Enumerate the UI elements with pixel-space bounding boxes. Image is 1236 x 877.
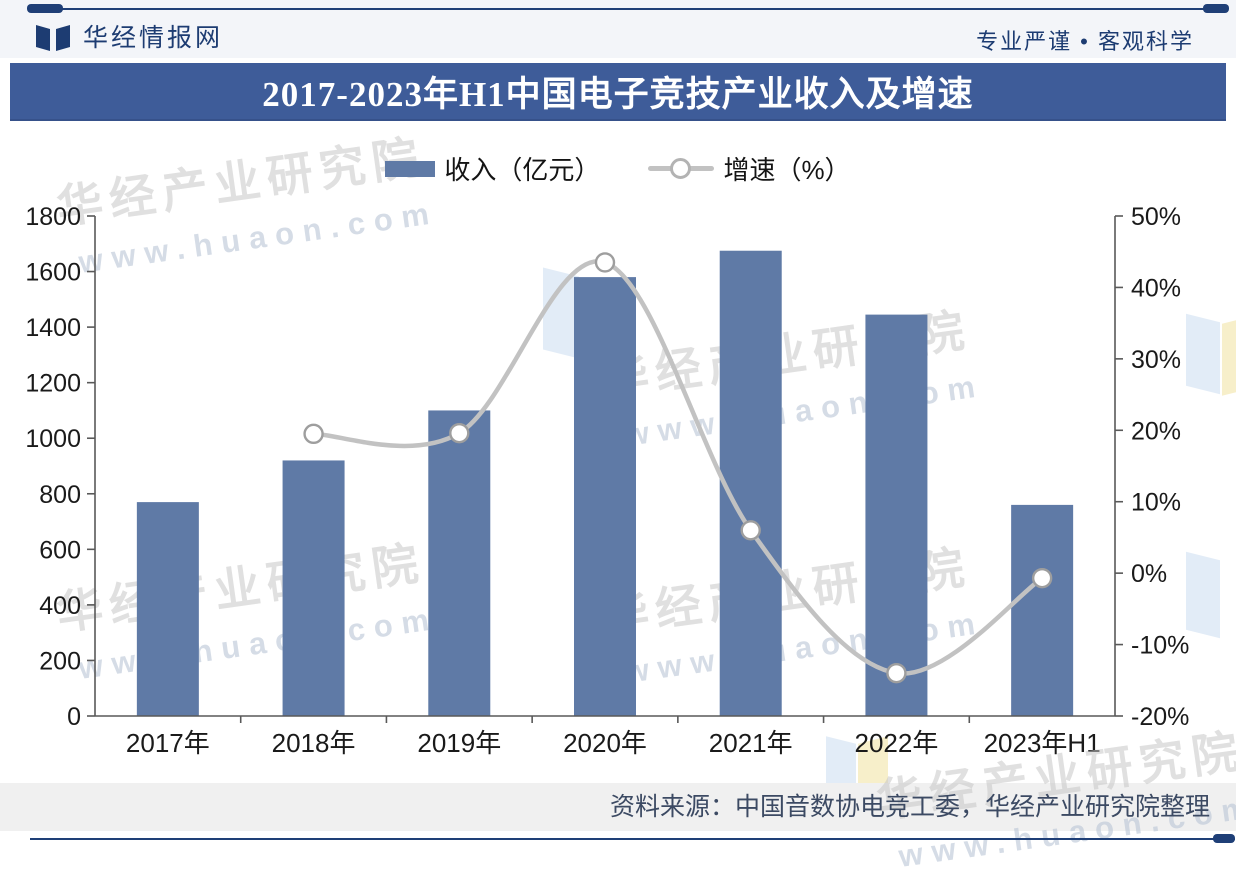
growth-marker: [886, 662, 907, 684]
left-axis-label: 1000: [25, 425, 81, 453]
chart-legend: 收入（亿元） 增速（%）: [0, 150, 1236, 187]
top-rule-left-cap: [27, 4, 63, 13]
growth-marker: [594, 252, 616, 273]
brand-name: 华经情报网: [83, 24, 224, 52]
chart-title: 2017-2023年H1中国电子竞技产业收入及增速: [262, 74, 974, 114]
right-axis-label: -10%: [1131, 632, 1189, 660]
left-axis-label: 800: [39, 481, 81, 509]
left-axis-label: 1600: [25, 259, 81, 287]
revenue-bar: [136, 502, 199, 716]
right-axis-label: -20%: [1131, 703, 1189, 731]
legend-label-growth: 增速（%）: [723, 155, 851, 185]
x-axis-label: 2020年: [563, 728, 647, 758]
right-axis-label: 40%: [1131, 274, 1181, 302]
right-axis-label: 50%: [1131, 203, 1181, 231]
header-slogan: 专业严谨 • 客观科学: [976, 29, 1194, 54]
brand-logo-icon: [36, 25, 70, 51]
revenue-bar: [719, 250, 782, 716]
top-rule: [30, 8, 1228, 10]
legend-label-revenue: 收入（亿元）: [444, 155, 601, 185]
title-bar: 2017-2023年H1中国电子竞技产业收入及增速: [10, 63, 1226, 121]
growth-marker: [449, 422, 470, 444]
right-axis-label: 0%: [1131, 560, 1167, 588]
revenue-bar: [1011, 504, 1074, 716]
site-brand: 华经情报网: [36, 18, 223, 54]
left-axis-label: 1400: [25, 314, 81, 342]
left-axis-label: 400: [39, 592, 81, 620]
x-axis-label: 2021年: [709, 728, 793, 758]
top-rule-right-cap: [1203, 4, 1229, 13]
right-axis-label: 20%: [1131, 417, 1181, 445]
revenue-bar: [865, 314, 928, 716]
x-axis-label: 2022年: [855, 728, 939, 758]
x-axis-label: 2019年: [417, 728, 501, 758]
bottom-rule-right-cap: [1213, 834, 1235, 843]
growth-marker: [740, 520, 761, 541]
footer-band: [0, 783, 1236, 831]
growth-line-swatch: [648, 158, 715, 179]
bottom-rule: [30, 838, 1235, 840]
x-axis-label: 2017年: [126, 728, 210, 758]
x-axis-label: 2018年: [272, 728, 356, 758]
right-axis-label: 10%: [1131, 489, 1181, 517]
growth-line: [311, 259, 1045, 676]
left-axis-label: 1800: [25, 203, 81, 231]
legend-item-growth: 增速（%）: [648, 150, 851, 187]
revenue-bar: [282, 460, 345, 716]
revenue-bar-swatch: [385, 160, 436, 177]
right-axis-label: 30%: [1131, 346, 1181, 374]
left-axis-label: 600: [39, 536, 81, 564]
growth-marker: [303, 423, 324, 445]
legend-item-revenue: 收入（亿元）: [385, 150, 600, 187]
left-axis-label: 0: [67, 703, 81, 731]
left-axis-label: 1200: [25, 370, 81, 398]
combo-chart: 0 200 400 600 800 1000 1200 1400 1600 1800 -20% -10…: [25, 203, 1189, 758]
data-source-note: 资料来源：中国音数协电竞工委，华经产业研究院整理: [609, 793, 1210, 821]
growth-marker: [1031, 567, 1053, 589]
left-axis-label: 200: [39, 647, 81, 675]
revenue-bar: [574, 277, 636, 716]
x-axis-label: 2023年H1: [984, 728, 1101, 758]
revenue-bar: [428, 410, 491, 716]
